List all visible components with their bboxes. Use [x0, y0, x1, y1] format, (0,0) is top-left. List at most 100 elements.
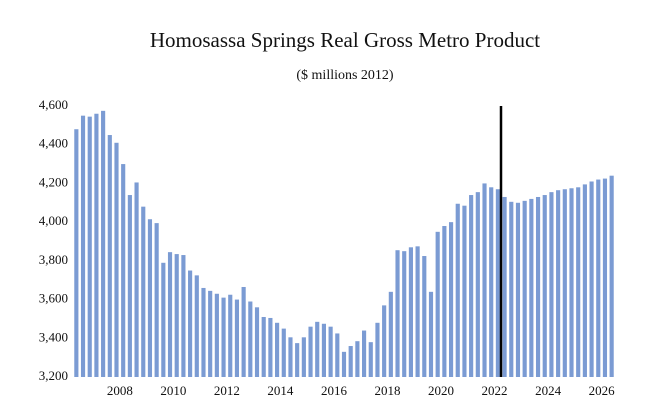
bar — [295, 343, 300, 377]
bar — [147, 219, 153, 377]
y-tick-label: 4,200 — [39, 174, 68, 189]
x-tick-label: 2016 — [321, 383, 348, 398]
x-tick-label: 2026 — [589, 383, 616, 398]
bar — [529, 198, 534, 377]
bar — [341, 351, 347, 377]
x-tick-label: 2018 — [374, 383, 400, 398]
bar — [208, 290, 213, 377]
bar — [248, 301, 253, 377]
bar — [261, 316, 266, 377]
bar — [87, 116, 92, 378]
bar — [589, 181, 594, 377]
bar — [214, 293, 219, 377]
bar — [602, 178, 608, 377]
x-tick-label: 2008 — [107, 383, 133, 398]
bar — [94, 113, 99, 377]
x-tick-label: 2012 — [214, 383, 240, 398]
bar — [328, 326, 333, 377]
bar — [114, 142, 119, 377]
bar — [228, 294, 233, 377]
bar — [308, 326, 313, 377]
bar — [609, 175, 614, 377]
bar — [388, 291, 393, 377]
bar — [495, 189, 500, 377]
y-tick-label: 4,600 — [39, 97, 68, 112]
x-tick-label: 2010 — [160, 383, 186, 398]
bar — [80, 115, 86, 377]
bar — [549, 192, 554, 377]
bar — [127, 195, 132, 377]
bar — [107, 135, 112, 377]
bar — [382, 305, 387, 377]
bar — [361, 330, 367, 377]
x-tick-label: 2024 — [535, 383, 562, 398]
bar — [509, 201, 514, 377]
bar — [241, 286, 246, 377]
chart-title: Homosassa Springs Real Gross Metro Produ… — [150, 28, 540, 52]
bar — [355, 341, 360, 377]
bar — [275, 322, 280, 377]
bar — [582, 184, 587, 377]
bar — [502, 196, 507, 377]
bar — [415, 246, 420, 377]
bar — [315, 321, 320, 377]
bar — [442, 226, 447, 377]
bar — [234, 299, 240, 377]
bar — [288, 337, 293, 377]
bar — [348, 346, 353, 377]
bar — [576, 187, 581, 377]
bar — [221, 297, 226, 377]
bar — [596, 179, 601, 377]
y-tick-label: 3,400 — [39, 329, 68, 344]
bar — [254, 307, 260, 377]
y-tick-label: 4,000 — [39, 213, 68, 228]
bar — [435, 231, 440, 377]
bar — [134, 182, 139, 377]
y-tick-label: 4,400 — [39, 136, 68, 151]
bar — [569, 188, 574, 377]
bar — [522, 200, 527, 377]
bar — [141, 206, 146, 377]
bar — [402, 251, 407, 377]
bar — [321, 323, 327, 377]
bar — [188, 270, 193, 377]
bar — [268, 317, 273, 377]
bar — [469, 195, 474, 377]
bar — [395, 250, 400, 377]
bar — [101, 110, 106, 377]
bar — [462, 205, 467, 377]
bar — [408, 247, 413, 377]
bar — [335, 333, 340, 377]
bar — [154, 223, 159, 377]
bar — [515, 202, 521, 377]
bar — [181, 255, 186, 377]
bar — [448, 222, 454, 377]
bar — [482, 183, 487, 377]
bar — [562, 189, 567, 377]
chart-subtitle: ($ millions 2012) — [296, 68, 394, 83]
bar — [174, 254, 179, 377]
bar — [542, 195, 547, 377]
bar — [201, 287, 206, 377]
bar — [281, 328, 286, 377]
bar — [301, 337, 306, 377]
y-tick-label: 3,200 — [39, 368, 68, 383]
x-tick-label: 2020 — [428, 383, 454, 398]
bar — [489, 187, 494, 377]
bar — [167, 252, 173, 377]
x-tick-label: 2014 — [267, 383, 294, 398]
bar — [428, 291, 434, 377]
bar — [194, 275, 199, 377]
bar — [74, 129, 79, 377]
bar — [455, 203, 460, 377]
bar — [535, 196, 541, 377]
y-tick-label: 3,600 — [39, 291, 68, 306]
bar — [368, 342, 373, 377]
y-tick-label: 3,800 — [39, 252, 68, 267]
bar — [161, 262, 166, 377]
bar — [422, 256, 427, 377]
x-tick-label: 2022 — [482, 383, 508, 398]
bar — [556, 190, 561, 377]
bar — [121, 164, 126, 377]
